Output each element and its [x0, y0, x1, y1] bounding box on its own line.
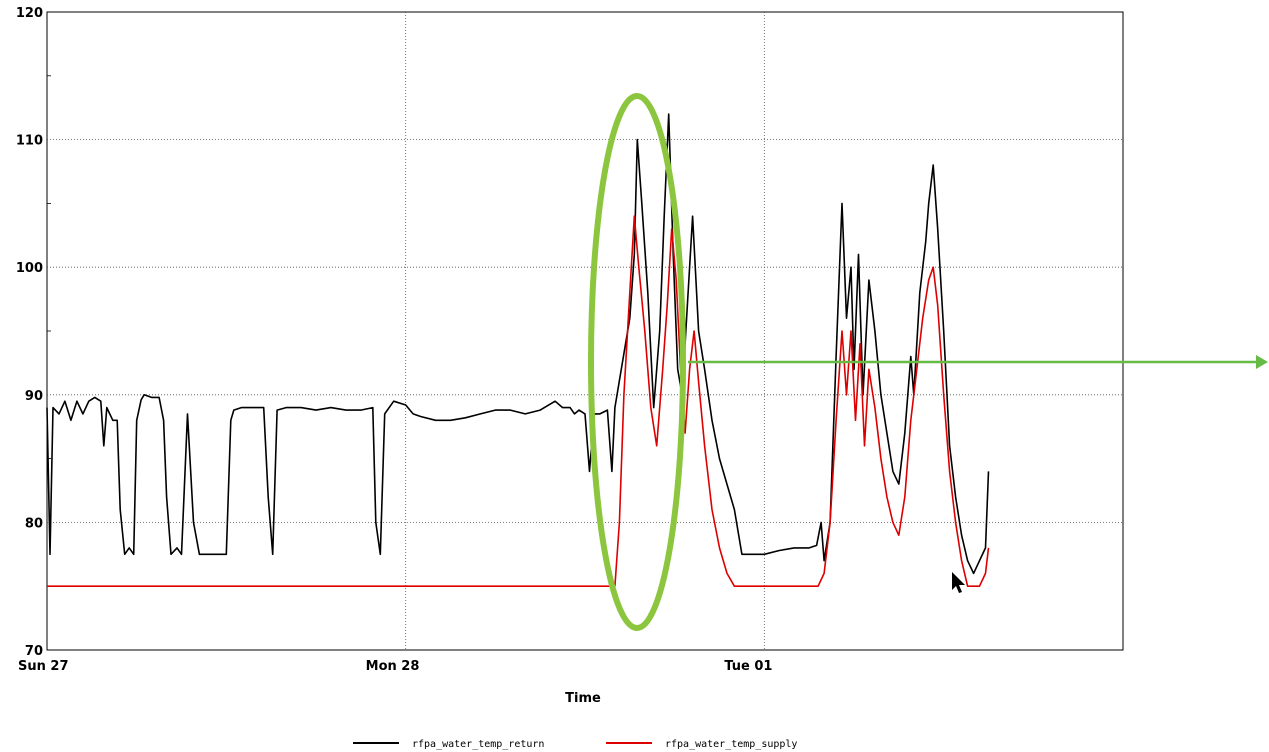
- x-axis-title: Time: [565, 691, 601, 706]
- y-tick-label-100: 100: [16, 261, 43, 276]
- x-tick-label-2: Tue 01: [724, 659, 772, 674]
- legend-label-rfpa_water_temp_supply: rfpa_water_temp_supply: [665, 739, 797, 750]
- x-tick-label-0: Sun 27: [18, 659, 69, 674]
- legend: rfpa_water_temp_return rfpa_water_temp_su…: [353, 739, 797, 750]
- y-tick-label-70: 70: [25, 644, 43, 659]
- legend-label-rfpa_water_temp_return: rfpa_water_temp_return: [412, 739, 544, 750]
- y-tick-label-110: 110: [16, 134, 43, 149]
- y-tick-label-80: 80: [25, 516, 43, 531]
- y-tick-label-90: 90: [25, 389, 43, 404]
- x-tick-label-1: Mon 28: [366, 659, 420, 674]
- y-tick-label-120: 120: [16, 6, 43, 21]
- annotation-arrow-head: [1256, 355, 1268, 369]
